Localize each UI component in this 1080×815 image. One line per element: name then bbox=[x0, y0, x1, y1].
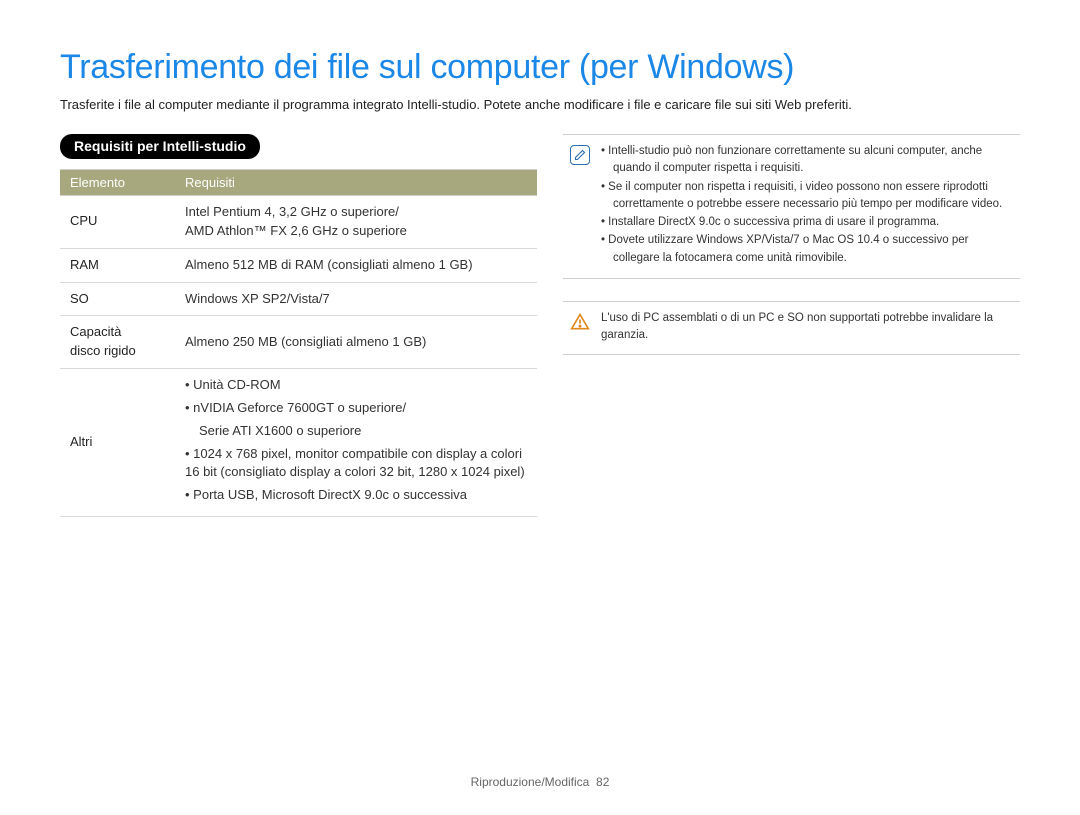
altri-label: Altri bbox=[60, 369, 175, 517]
cpu-req-line1: Intel Pentium 4, 3,2 GHz o superiore/ bbox=[185, 204, 399, 219]
right-column: Intelli-studio può non funzionare corret… bbox=[563, 134, 1020, 517]
table-row: RAM Almeno 512 MB di RAM (consigliati al… bbox=[60, 248, 537, 282]
altri-item: Porta USB, Microsoft DirectX 9.0c o succ… bbox=[185, 486, 527, 505]
page-footer: Riproduzione/Modifica 82 bbox=[0, 775, 1080, 789]
info-icon-wrap bbox=[569, 143, 591, 165]
ram-req: Almeno 512 MB di RAM (consigliati almeno… bbox=[175, 248, 537, 282]
left-column: Requisiti per Intelli-studio Elemento Re… bbox=[60, 134, 537, 517]
hdd-label-l1: Capacità bbox=[70, 324, 121, 339]
info-note-box: Intelli-studio può non funzionare corret… bbox=[563, 134, 1020, 279]
altri-item: nVIDIA Geforce 7600GT o superiore/ bbox=[185, 399, 527, 418]
hdd-req: Almeno 250 MB (consigliati almeno 1 GB) bbox=[175, 316, 537, 369]
table-row: SO Windows XP SP2/Vista/7 bbox=[60, 282, 537, 316]
section-heading: Requisiti per Intelli-studio bbox=[60, 134, 260, 159]
altri-item: Unità CD-ROM bbox=[185, 376, 527, 395]
col-header-requisiti: Requisiti bbox=[175, 170, 537, 196]
info-note-item: Dovete utilizzare Windows XP/Vista/7 o M… bbox=[601, 232, 1014, 267]
table-header-row: Elemento Requisiti bbox=[60, 170, 537, 196]
info-note-item: Installare DirectX 9.0c o successiva pri… bbox=[601, 214, 1014, 231]
altri-item: 1024 x 768 pixel, monitor compatibile co… bbox=[185, 445, 527, 483]
table-row: Capacità disco rigido Almeno 250 MB (con… bbox=[60, 316, 537, 369]
footer-section: Riproduzione/Modifica bbox=[471, 775, 590, 789]
info-note-list: Intelli-studio può non funzionare corret… bbox=[601, 143, 1014, 268]
info-note-item: Intelli-studio può non funzionare corret… bbox=[601, 143, 1014, 178]
col-header-elemento: Elemento bbox=[60, 170, 175, 196]
altri-item-sub: Serie ATI X1600 o superiore bbox=[185, 422, 527, 441]
hdd-label: Capacità disco rigido bbox=[60, 316, 175, 369]
intro-text: Trasferite i file al computer mediante i… bbox=[60, 97, 1020, 112]
warning-triangle-icon bbox=[570, 312, 590, 332]
cpu-label: CPU bbox=[60, 196, 175, 249]
info-note-item: Se il computer non rispetta i requisiti,… bbox=[601, 179, 1014, 214]
pencil-note-icon bbox=[570, 145, 590, 165]
footer-page-number: 82 bbox=[596, 775, 609, 789]
so-req: Windows XP SP2/Vista/7 bbox=[175, 282, 537, 316]
warning-note-box: L'uso di PC assemblati o di un PC e SO n… bbox=[563, 301, 1020, 356]
warning-icon-wrap bbox=[569, 310, 591, 332]
ram-label: RAM bbox=[60, 248, 175, 282]
columns: Requisiti per Intelli-studio Elemento Re… bbox=[60, 134, 1020, 517]
so-label: SO bbox=[60, 282, 175, 316]
table-row: CPU Intel Pentium 4, 3,2 GHz o superiore… bbox=[60, 196, 537, 249]
altri-req: Unità CD-ROM nVIDIA Geforce 7600GT o sup… bbox=[175, 369, 537, 517]
table-row: Altri Unità CD-ROM nVIDIA Geforce 7600GT… bbox=[60, 369, 537, 517]
warning-text: L'uso di PC assemblati o di un PC e SO n… bbox=[601, 310, 1014, 345]
requirements-table: Elemento Requisiti CPU Intel Pentium 4, … bbox=[60, 169, 537, 517]
hdd-label-l2: disco rigido bbox=[70, 343, 136, 358]
cpu-req: Intel Pentium 4, 3,2 GHz o superiore/ AM… bbox=[175, 196, 537, 249]
cpu-req-line2: AMD Athlon™ FX 2,6 GHz o superiore bbox=[185, 223, 407, 238]
page-title: Trasferimento dei file sul computer (per… bbox=[60, 48, 1020, 87]
